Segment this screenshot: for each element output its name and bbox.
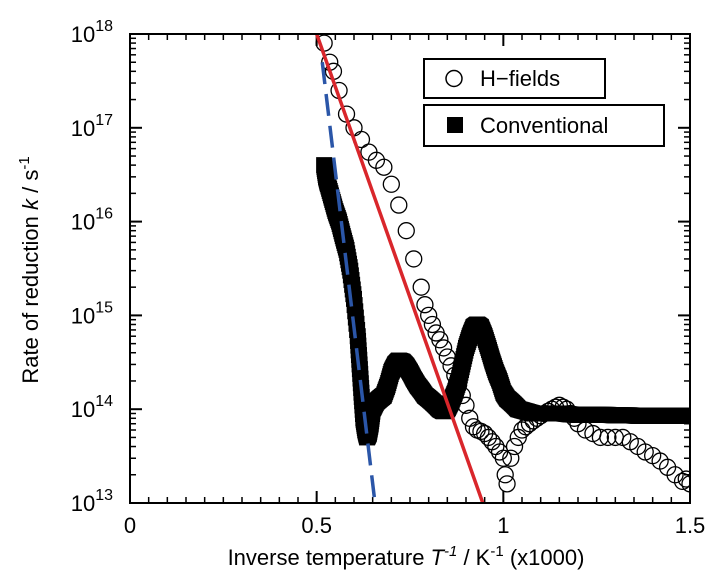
data-point-h-fields [423,315,442,334]
series-conventional [316,157,690,446]
fit-lines [315,34,485,503]
x-tick-label: 0.5 [301,513,332,538]
data-point-conventional [682,407,690,424]
data-point-h-fields [498,475,516,493]
x-axis-title: Inverse temperature T-1 / K-1 (x1000) [228,543,585,570]
y-tick-label: 1015 [71,299,113,328]
plot-frame [129,33,691,504]
data-point-h-fields [677,470,690,488]
x-tick-label: 1.5 [675,513,706,538]
data-series [315,34,690,493]
data-point-h-fields [546,398,565,416]
data-point-h-fields [416,296,434,314]
data-point-h-fields [449,376,468,394]
y-tick-label: 1018 [71,18,113,47]
x-tick-label: 0 [124,513,136,538]
legend-label-conventional: Conventional [480,113,608,138]
fit-line-dashed [320,62,377,500]
legend-marker-h-fields [445,69,463,88]
y-tick-label: 1016 [71,206,113,235]
y-tick-label: 1014 [71,393,113,422]
data-point-h-fields [599,428,617,447]
data-point-h-fields [591,428,610,447]
data-point-h-fields [442,357,460,375]
y-tick-label: 1013 [71,487,113,516]
legend: H−fields Conventional [423,58,665,147]
data-point-h-fields [565,409,583,427]
data-point-h-fields [382,175,400,193]
legend-marker-conventional [447,117,463,133]
x-tick-label: 1 [497,513,509,538]
data-point-h-fields [438,348,456,366]
data-point-h-fields [390,196,408,214]
y-axis-title: Rate of reduction k / s-1 [16,156,43,383]
data-point-h-fields [434,339,453,357]
data-point-h-fields [453,386,471,405]
data-point-h-fields [502,449,520,467]
tick-labels: 0 0.5 1 1.5 1013 1014 1015 1016 1017 1018 [71,18,706,538]
data-point-h-fields [405,250,423,268]
data-point-h-fields [431,331,449,349]
legend-box-conventional [423,104,665,147]
data-point-h-fields [673,472,690,491]
legend-label-h-fields: H−fields [480,66,560,91]
y-tick-label: 1017 [71,112,113,141]
data-point-h-fields [576,421,595,439]
data-point-h-fields [457,396,475,414]
data-point-h-fields [412,278,430,296]
data-point-h-fields [420,306,438,325]
data-point-h-fields [505,437,524,456]
data-point-h-fields [375,158,393,176]
data-point-h-fields [446,366,464,384]
data-point-h-fields [494,449,512,467]
data-point-h-fields [397,222,415,240]
data-point-h-fields [681,475,690,493]
fit-line-solid [315,34,485,503]
data-point-h-fields [496,466,514,484]
